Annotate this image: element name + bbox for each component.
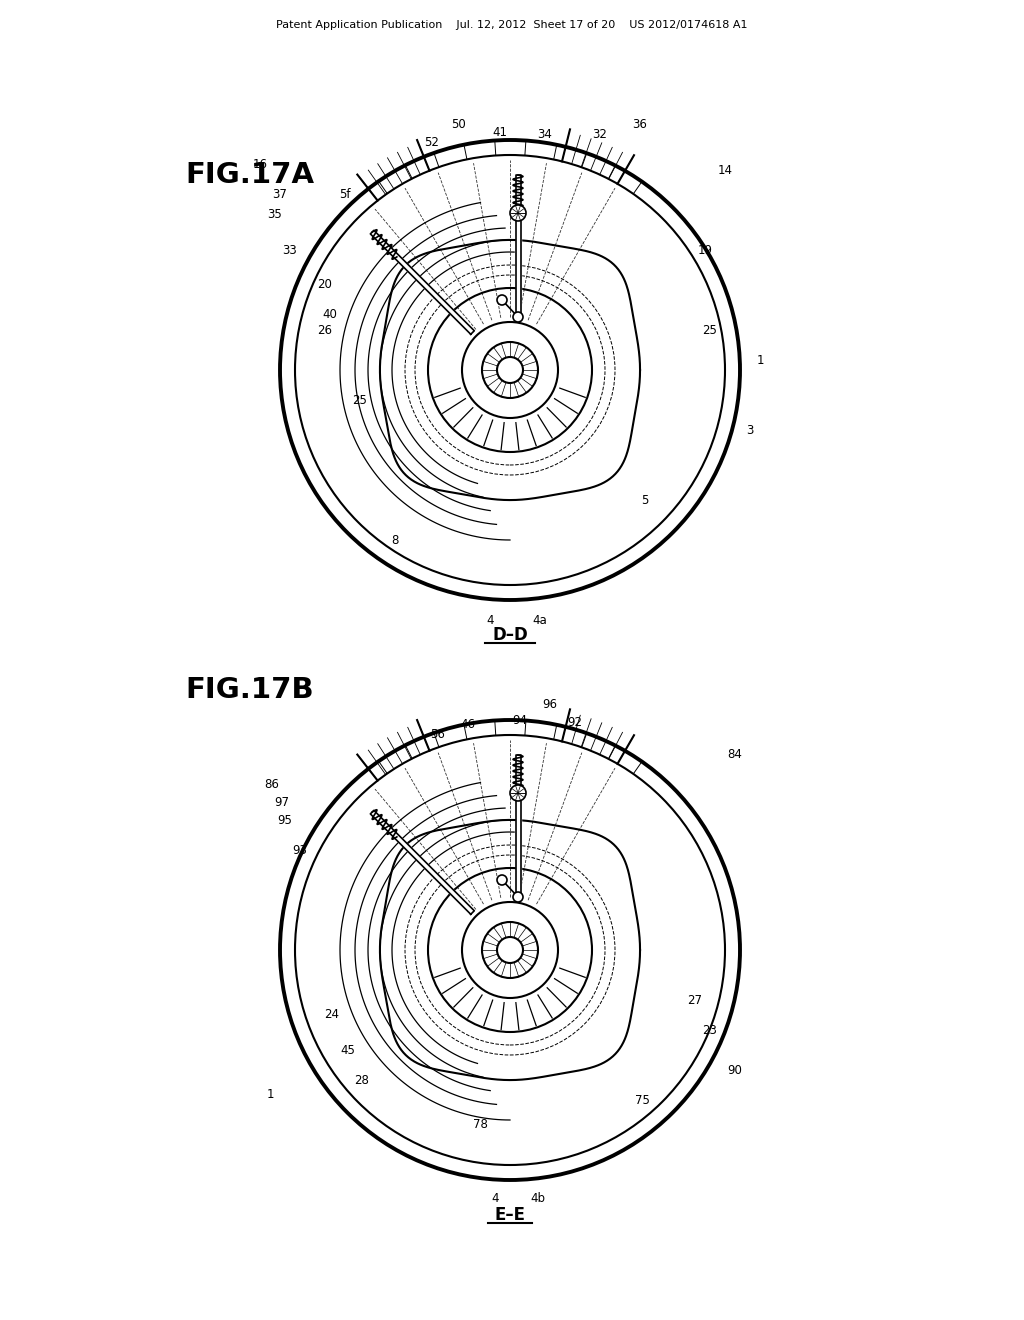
Text: 4b: 4b: [530, 1192, 546, 1204]
Text: 14: 14: [718, 164, 732, 177]
Text: 94: 94: [512, 714, 527, 726]
Circle shape: [510, 205, 526, 220]
Text: 8: 8: [391, 533, 398, 546]
Text: 32: 32: [593, 128, 607, 141]
Circle shape: [497, 937, 523, 964]
Text: 35: 35: [267, 209, 283, 222]
Circle shape: [482, 342, 538, 399]
Text: D–D: D–D: [493, 626, 528, 644]
Text: 40: 40: [323, 309, 338, 322]
Polygon shape: [371, 231, 474, 334]
Text: 33: 33: [283, 243, 297, 256]
Text: 34: 34: [538, 128, 552, 141]
Text: 3: 3: [746, 424, 754, 437]
Text: 4: 4: [492, 1192, 499, 1204]
Text: E–E: E–E: [495, 1206, 525, 1224]
Text: 50: 50: [451, 119, 465, 132]
Text: 20: 20: [317, 279, 333, 292]
Text: 25: 25: [352, 393, 368, 407]
Text: 84: 84: [728, 748, 742, 762]
Text: 56: 56: [430, 729, 445, 742]
Text: FIG.17B: FIG.17B: [185, 676, 313, 704]
Text: 19: 19: [697, 243, 713, 256]
Text: 78: 78: [472, 1118, 487, 1131]
Text: 36: 36: [633, 119, 647, 132]
Text: 96: 96: [543, 698, 557, 711]
Text: 5: 5: [641, 494, 648, 507]
Text: 1: 1: [266, 1089, 273, 1101]
Text: 1: 1: [757, 354, 764, 367]
Text: 26: 26: [317, 323, 333, 337]
Circle shape: [482, 921, 538, 978]
Circle shape: [510, 785, 526, 801]
Text: 90: 90: [728, 1064, 742, 1077]
Text: 41: 41: [493, 125, 508, 139]
Circle shape: [497, 294, 507, 305]
Text: FIG.17A: FIG.17A: [185, 161, 314, 189]
Text: 52: 52: [425, 136, 439, 149]
Circle shape: [513, 312, 523, 322]
Text: 24: 24: [325, 1008, 340, 1022]
Polygon shape: [515, 755, 520, 898]
Text: 97: 97: [274, 796, 290, 808]
Circle shape: [497, 356, 523, 383]
Text: 75: 75: [635, 1093, 649, 1106]
Circle shape: [497, 875, 507, 884]
Text: 46: 46: [461, 718, 475, 731]
Circle shape: [513, 892, 523, 902]
Text: Patent Application Publication    Jul. 12, 2012  Sheet 17 of 20    US 2012/01746: Patent Application Publication Jul. 12, …: [276, 20, 748, 30]
Text: 27: 27: [687, 994, 702, 1006]
Text: 95: 95: [278, 813, 293, 826]
Text: 92: 92: [567, 715, 583, 729]
Text: 45: 45: [341, 1044, 355, 1056]
Text: 37: 37: [272, 189, 288, 202]
Text: 93: 93: [293, 843, 307, 857]
Text: 4: 4: [486, 614, 494, 627]
Text: 4a: 4a: [532, 614, 548, 627]
Text: 16: 16: [253, 158, 267, 172]
Text: 28: 28: [354, 1073, 370, 1086]
Polygon shape: [371, 810, 474, 915]
Text: 23: 23: [702, 1023, 718, 1036]
Text: 5f: 5f: [339, 189, 351, 202]
Text: 86: 86: [264, 779, 280, 792]
Text: 25: 25: [702, 323, 718, 337]
Polygon shape: [515, 176, 520, 317]
